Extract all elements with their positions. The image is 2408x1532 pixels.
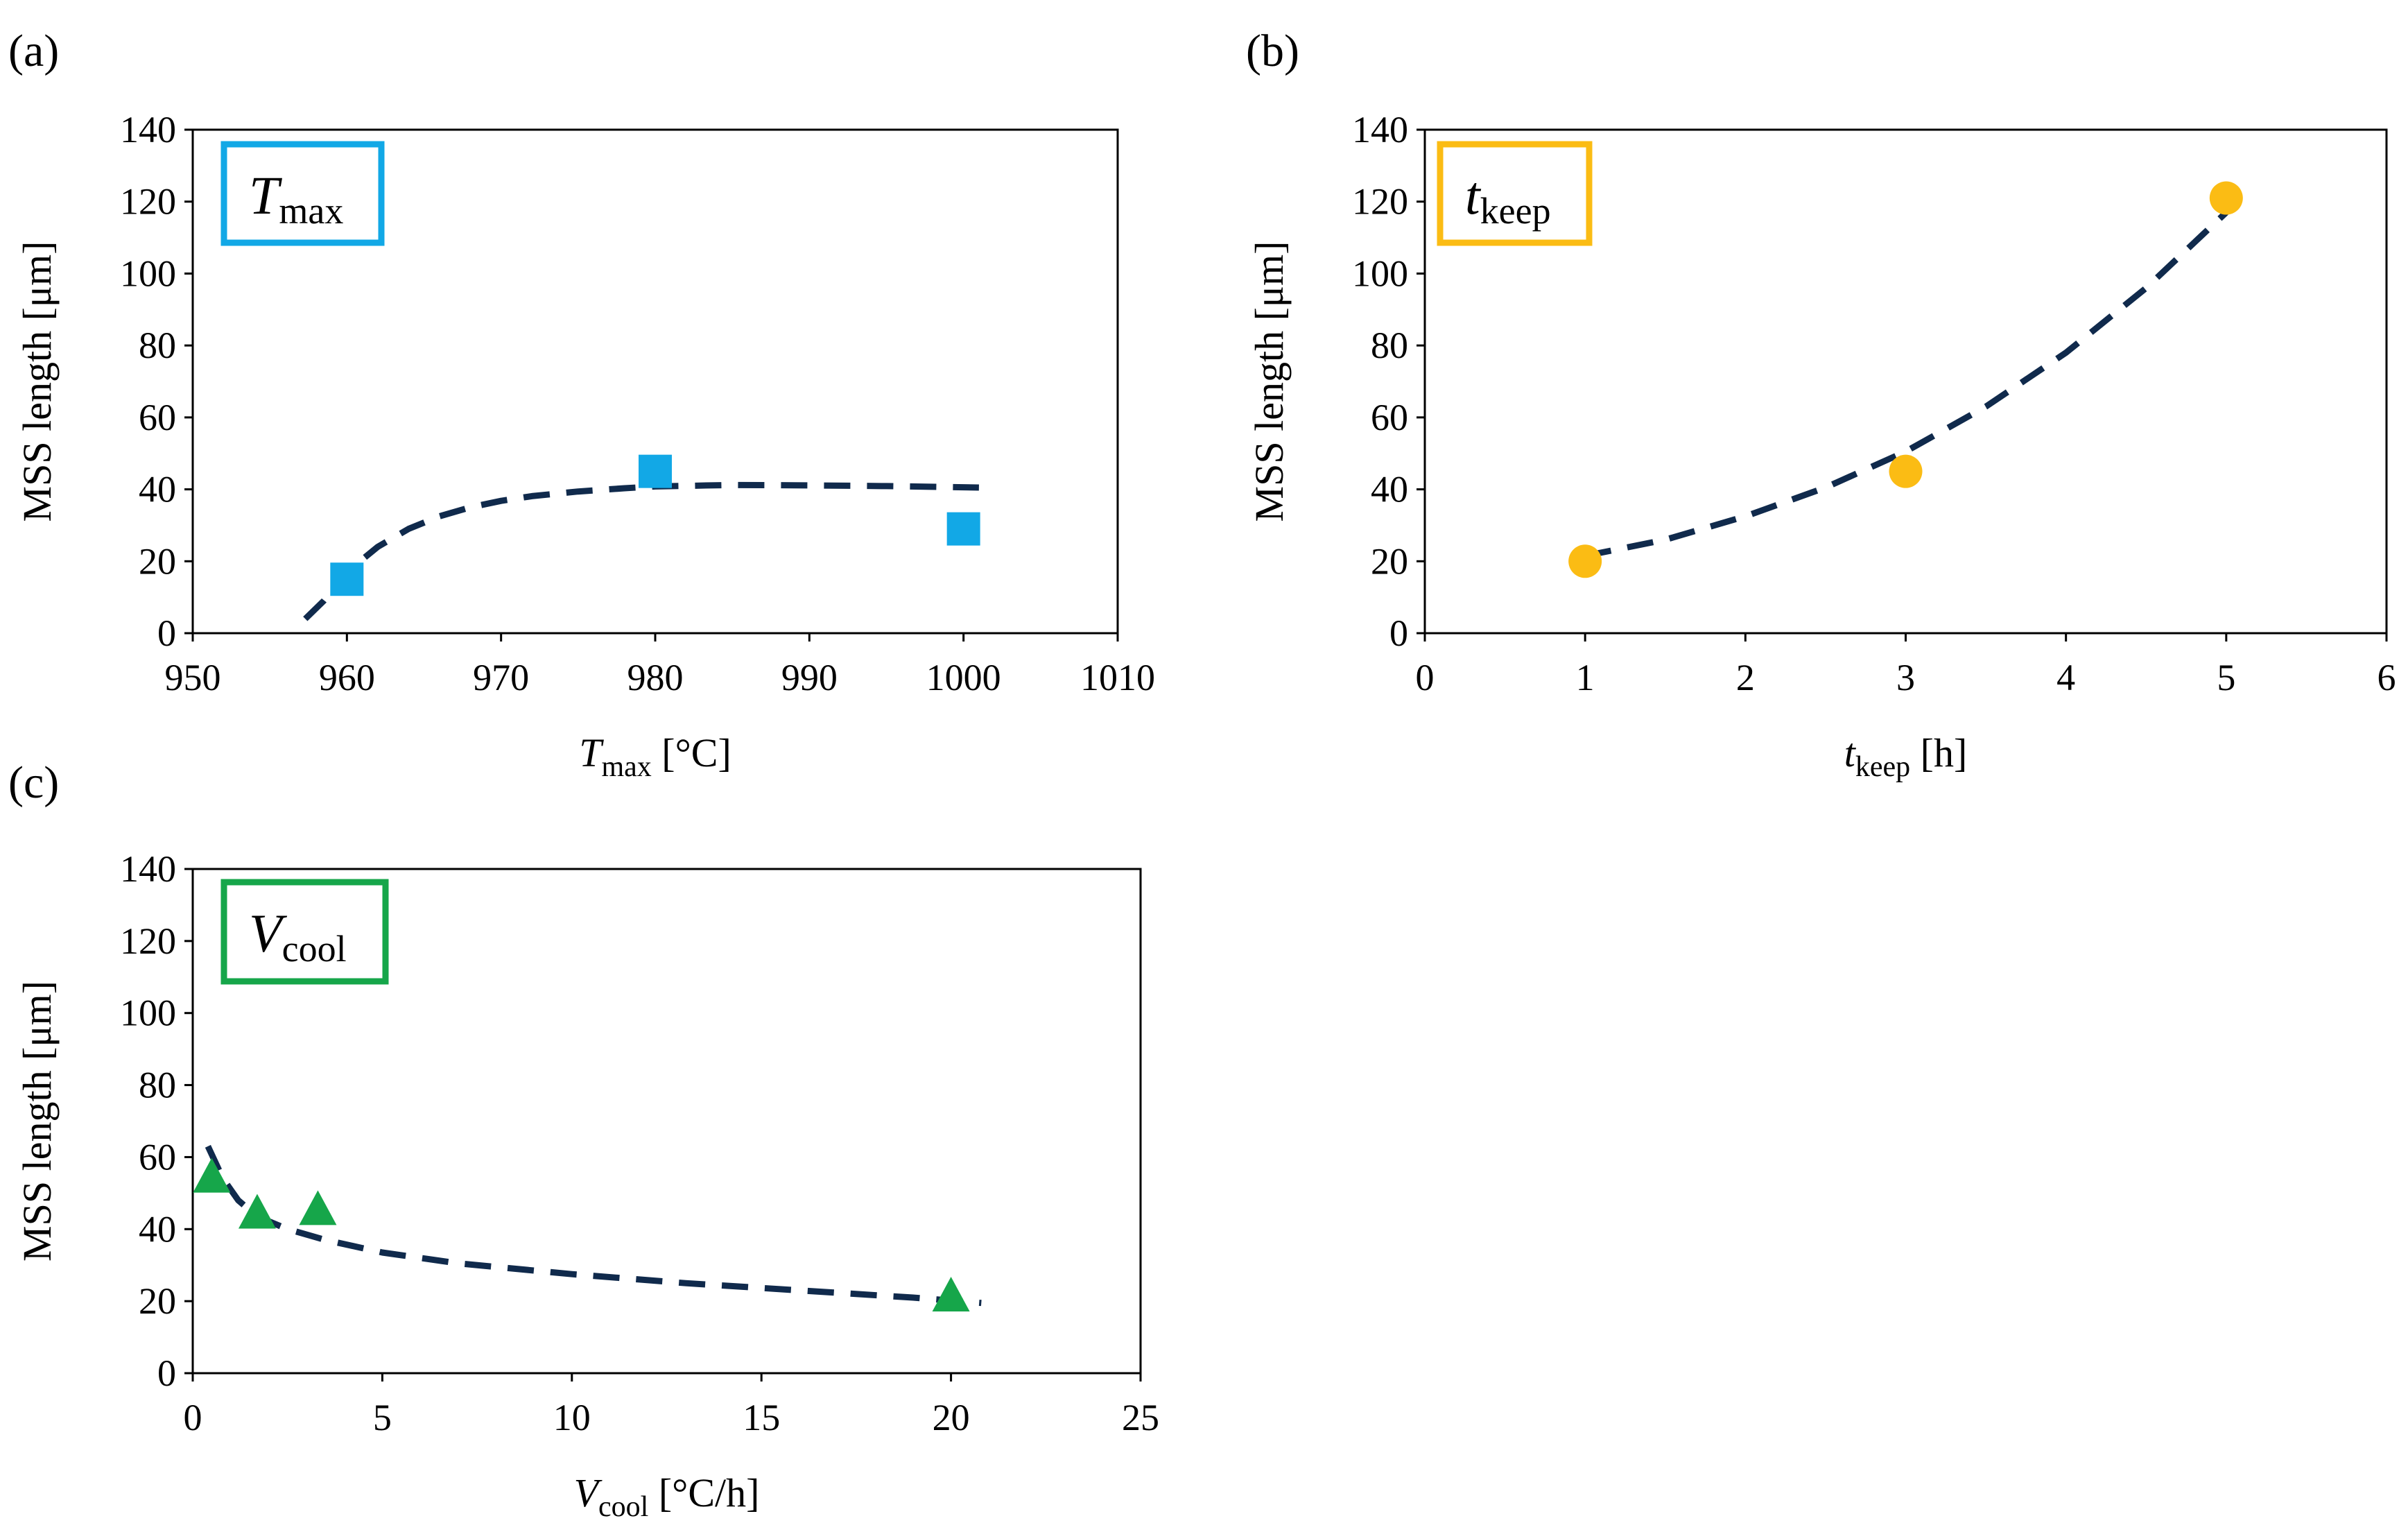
y-tick-label: 120 <box>1352 181 1408 223</box>
x-tick-label: 15 <box>743 1397 780 1438</box>
x-tick-label: 0 <box>1416 657 1435 698</box>
data-point <box>932 1276 970 1311</box>
parameter-box-label: Tmax <box>249 165 343 232</box>
data-point <box>299 1190 337 1225</box>
y-tick-label: 120 <box>120 920 176 962</box>
y-tick-label: 0 <box>1389 612 1408 654</box>
panel-label: (c) <box>8 757 59 808</box>
data-point <box>946 512 980 546</box>
parameter-box <box>220 141 385 246</box>
x-tick-label: 1010 <box>1080 657 1155 698</box>
x-axis-label-subscript: keep <box>1855 751 1910 783</box>
y-tick-label: 100 <box>120 992 176 1034</box>
x-tick-label: 1 <box>1576 657 1595 698</box>
parameter-symbol: V <box>249 903 288 963</box>
y-tick-label: 20 <box>1371 540 1408 582</box>
y-tick-label: 140 <box>120 848 176 890</box>
data-point <box>238 1194 276 1229</box>
y-tick-label: 40 <box>139 469 176 510</box>
fit-line <box>205 1144 982 1307</box>
y-tick-label: 80 <box>139 325 176 366</box>
x-tick-label: 0 <box>184 1397 202 1438</box>
data-point <box>2209 181 2243 215</box>
x-tick-label: 6 <box>2377 657 2396 698</box>
panel-b: (b) 0 20 40 60 80 100 120 140 0 1 2 3 4 5 6 MSS length [… <box>1246 26 2396 783</box>
x-tick-label: 950 <box>165 657 221 698</box>
y-axis-label: MSS length [μm] <box>15 241 60 522</box>
x-tick-label: 960 <box>319 657 375 698</box>
y-axis-label: MSS length [μm] <box>15 981 60 1262</box>
x-tick-label: 3 <box>1896 657 1915 698</box>
x-axis-label: Vcool [°C/h] <box>574 1470 760 1523</box>
panel-a: (a) 0 20 40 60 80 100 120 140 950 960 970 980 990 1000… <box>8 26 1155 783</box>
y-tick-label: 20 <box>139 1280 176 1322</box>
x-axis-label-subscript: cool <box>598 1491 648 1523</box>
panel-c: (c) 0 20 40 60 80 100 120 140 0 5 10 15 20 25 MSS lengt… <box>8 757 1159 1523</box>
x-axis-label-unit: [h] <box>1910 730 1967 775</box>
x-tick-label: 4 <box>2056 657 2075 698</box>
parameter-box <box>1437 141 1593 246</box>
x-tick-label: 20 <box>933 1397 970 1438</box>
data-point <box>1889 454 1923 488</box>
data-point <box>193 1157 231 1193</box>
x-tick-label: 980 <box>627 657 684 698</box>
y-tick-label: 20 <box>139 540 176 582</box>
y-tick-label: 80 <box>1371 325 1408 366</box>
x-axis-label-symbol: t <box>1844 730 1857 775</box>
data-point <box>1568 544 1602 578</box>
x-tick-label: 5 <box>2217 657 2235 698</box>
y-tick-label: 140 <box>1352 109 1408 150</box>
parameter-symbol: T <box>249 165 282 225</box>
x-axis-label-subscript: max <box>601 751 651 783</box>
data-point <box>330 562 364 596</box>
y-tick-label: 120 <box>120 181 176 223</box>
y-tick-label: 140 <box>120 109 176 150</box>
data-point <box>639 454 672 488</box>
parameter-subscript: keep <box>1480 190 1551 232</box>
x-tick-label: 1000 <box>926 657 1001 698</box>
y-tick-label: 0 <box>157 612 176 654</box>
parameter-subscript: cool <box>282 928 347 970</box>
y-axis-label: MSS length [μm] <box>1247 241 1292 522</box>
x-axis-label-unit: [°C/h] <box>648 1470 759 1515</box>
x-axis-label: Tmax [°C] <box>579 730 731 783</box>
fit-line <box>1584 210 2228 559</box>
y-tick-label: 40 <box>1371 469 1408 510</box>
x-tick-label: 2 <box>1736 657 1755 698</box>
parameter-box-label: tkeep <box>1465 165 1551 232</box>
y-tick-label: 40 <box>139 1208 176 1250</box>
x-tick-label: 970 <box>473 657 529 698</box>
parameter-subscript: max <box>279 190 343 232</box>
y-tick-label: 100 <box>120 252 176 294</box>
panel-label: (a) <box>8 26 59 76</box>
y-tick-label: 60 <box>139 397 176 438</box>
y-tick-label: 60 <box>139 1136 176 1178</box>
y-tick-label: 80 <box>139 1065 176 1106</box>
x-axis-label: tkeep [h] <box>1844 730 1968 783</box>
y-tick-label: 60 <box>1371 397 1408 438</box>
x-tick-label: 990 <box>781 657 838 698</box>
x-axis-label-unit: [°C] <box>652 730 731 775</box>
parameter-box <box>220 879 389 985</box>
plot-frame <box>191 868 1142 1375</box>
parameter-box-label: Vcool <box>249 903 347 970</box>
y-tick-label: 100 <box>1352 252 1408 294</box>
x-tick-label: 5 <box>373 1397 392 1438</box>
x-tick-label: 25 <box>1122 1397 1159 1438</box>
y-tick-label: 0 <box>157 1352 176 1394</box>
panel-label: (b) <box>1246 26 1299 76</box>
x-tick-label: 10 <box>553 1397 591 1438</box>
x-axis-label-symbol: V <box>574 1470 603 1515</box>
x-axis-label-symbol: T <box>579 730 604 775</box>
parameter-symbol: t <box>1465 165 1482 225</box>
fit-line <box>303 481 979 621</box>
